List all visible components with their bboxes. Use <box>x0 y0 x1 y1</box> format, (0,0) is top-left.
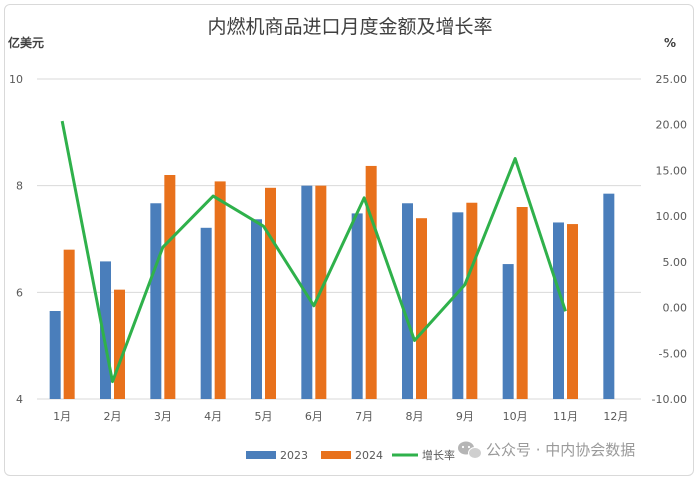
watermark: 公众号 · 中内协会数据 <box>458 441 635 459</box>
bar-2023 <box>49 311 61 399</box>
bar-2024 <box>466 202 478 399</box>
wechat-icon <box>458 441 482 459</box>
x-tick-label: 7月 <box>355 410 373 423</box>
bar-2024 <box>114 289 125 399</box>
legend-swatch-2024 <box>321 451 351 459</box>
y-axis-unit-right: % <box>664 36 676 50</box>
bar-2023 <box>603 193 615 399</box>
chart-frame <box>4 4 694 476</box>
watermark-text: 公众号 · 中内协会数据 <box>486 441 635 459</box>
bar-2023 <box>251 219 262 399</box>
x-tick-label: 8月 <box>406 410 424 423</box>
chart-title: 内燃机商品进口月度金额及增长率 <box>207 16 492 38</box>
bar-2024 <box>164 175 176 399</box>
x-tick-label: 4月 <box>204 410 222 423</box>
x-tick-label: 6月 <box>305 410 323 423</box>
growth-line-layer <box>60 120 567 384</box>
x-tick-label: 3月 <box>154 410 172 423</box>
y-tick-label: 8 <box>16 180 23 193</box>
bar-2023 <box>452 212 464 399</box>
legend-swatch-2023 <box>246 451 276 459</box>
bar-2024 <box>365 165 377 399</box>
x-tick-label: 12月 <box>603 410 628 423</box>
x-tick-label: 1月 <box>53 410 71 423</box>
bar-2024 <box>416 218 427 399</box>
y2-tick-label: 5.00 <box>663 256 688 269</box>
bar-2023 <box>553 222 564 399</box>
bar-2023 <box>100 261 111 399</box>
growth-rate-line <box>60 120 567 384</box>
y2-tick-label: 10.00 <box>656 210 688 223</box>
y-tick-label: 6 <box>16 286 23 299</box>
bar-2023 <box>502 264 514 399</box>
bar-2024 <box>63 249 75 399</box>
axis-labels: 4 6 8 10 -10.00 -5.00 0.00 5.00 10.00 15.00 20.00 2… <box>9 73 687 423</box>
y-tick-label: 10 <box>9 73 23 86</box>
legend-label: 2023 <box>280 449 308 462</box>
y-axis-unit-left: 亿美元 <box>8 35 44 50</box>
x-tick-label: 5月 <box>255 410 273 423</box>
y2-tick-label: -5.00 <box>659 347 687 360</box>
bar-2023 <box>351 213 363 399</box>
bar-2024 <box>214 181 226 399</box>
grid-lines <box>37 78 641 400</box>
y2-tick-label: 0.00 <box>663 302 688 315</box>
legend-label: 增长率 <box>422 448 455 462</box>
y2-tick-label: -10.00 <box>652 393 687 406</box>
bar-2024 <box>265 187 276 399</box>
bar-2023 <box>402 203 413 399</box>
bar-2024 <box>567 224 578 399</box>
bar-2024 <box>516 207 528 399</box>
x-tick-label: 10月 <box>503 410 528 423</box>
x-tick-label: 2月 <box>104 410 122 423</box>
y2-tick-label: 20.00 <box>656 119 688 132</box>
bar-2023 <box>200 227 212 399</box>
legend-label: 2024 <box>355 449 383 462</box>
y2-tick-label: 25.00 <box>656 73 688 86</box>
bar-2023 <box>150 203 162 399</box>
y-tick-label: 4 <box>16 393 23 406</box>
x-tick-label: 11月 <box>553 410 578 423</box>
x-tick-label: 9月 <box>456 410 474 423</box>
y2-tick-label: 15.00 <box>656 164 688 177</box>
legend: 2023 2024 增长率 <box>246 448 455 462</box>
